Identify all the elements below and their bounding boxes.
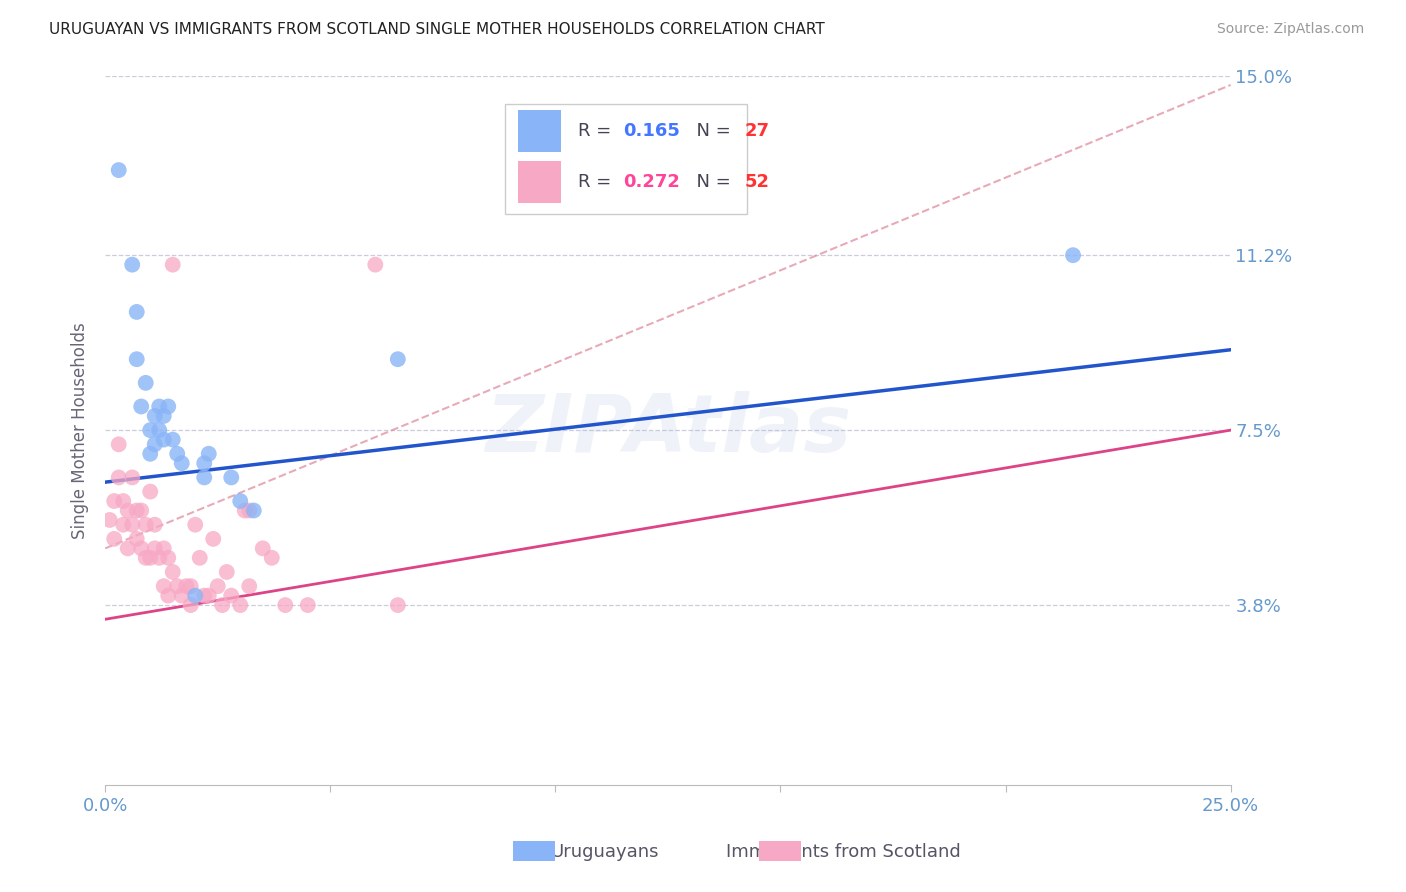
Point bbox=[219, 470, 242, 484]
Point bbox=[197, 589, 219, 603]
Point bbox=[157, 550, 180, 565]
Point bbox=[180, 579, 202, 593]
Point bbox=[129, 400, 152, 414]
Point bbox=[143, 437, 166, 451]
Point bbox=[117, 503, 139, 517]
Point bbox=[197, 447, 219, 461]
Text: N =: N = bbox=[685, 173, 737, 191]
Point bbox=[162, 433, 184, 447]
Point bbox=[184, 517, 207, 532]
Point bbox=[170, 589, 193, 603]
Point bbox=[233, 503, 256, 517]
Point bbox=[215, 565, 238, 579]
Text: 0.165: 0.165 bbox=[623, 122, 679, 140]
Point bbox=[157, 400, 180, 414]
Point bbox=[202, 532, 225, 546]
Point bbox=[139, 423, 162, 437]
Point bbox=[152, 409, 174, 423]
Text: Immigrants from Scotland: Immigrants from Scotland bbox=[727, 843, 960, 861]
FancyBboxPatch shape bbox=[519, 110, 561, 153]
Point bbox=[98, 513, 121, 527]
Point bbox=[157, 589, 180, 603]
Point bbox=[170, 456, 193, 470]
Point bbox=[135, 376, 157, 390]
Point bbox=[188, 550, 211, 565]
Point bbox=[129, 503, 152, 517]
Text: N =: N = bbox=[685, 122, 737, 140]
Point bbox=[184, 589, 207, 603]
Text: R =: R = bbox=[578, 122, 617, 140]
Point bbox=[166, 579, 188, 593]
Text: Source: ZipAtlas.com: Source: ZipAtlas.com bbox=[1216, 22, 1364, 37]
Point bbox=[121, 258, 143, 272]
Point bbox=[238, 579, 260, 593]
Point bbox=[148, 550, 170, 565]
Point bbox=[219, 589, 242, 603]
Point bbox=[121, 517, 143, 532]
Point bbox=[1062, 248, 1084, 262]
Point bbox=[143, 409, 166, 423]
Point bbox=[112, 517, 135, 532]
Point bbox=[125, 532, 148, 546]
Point bbox=[238, 503, 260, 517]
Point bbox=[387, 598, 409, 612]
Point bbox=[193, 589, 215, 603]
Point bbox=[112, 494, 135, 508]
Point bbox=[125, 352, 148, 367]
Text: 52: 52 bbox=[744, 173, 769, 191]
Point bbox=[242, 503, 264, 517]
Point bbox=[143, 517, 166, 532]
Point bbox=[129, 541, 152, 556]
Point bbox=[162, 565, 184, 579]
Point bbox=[193, 470, 215, 484]
Point bbox=[387, 352, 409, 367]
Point bbox=[148, 400, 170, 414]
Point bbox=[117, 541, 139, 556]
Y-axis label: Single Mother Households: Single Mother Households bbox=[72, 322, 89, 539]
Point bbox=[174, 579, 197, 593]
Point bbox=[229, 598, 252, 612]
Point bbox=[139, 447, 162, 461]
Point bbox=[125, 305, 148, 319]
Text: R =: R = bbox=[578, 173, 617, 191]
Text: 0.272: 0.272 bbox=[623, 173, 679, 191]
Point bbox=[166, 447, 188, 461]
Point bbox=[229, 494, 252, 508]
Point bbox=[152, 541, 174, 556]
Point bbox=[207, 579, 229, 593]
Point bbox=[139, 484, 162, 499]
Point bbox=[193, 456, 215, 470]
Point bbox=[125, 503, 148, 517]
Text: 27: 27 bbox=[744, 122, 769, 140]
Text: Uruguayans: Uruguayans bbox=[550, 843, 659, 861]
Point bbox=[103, 532, 125, 546]
Point bbox=[107, 163, 129, 178]
Point bbox=[274, 598, 297, 612]
Point bbox=[252, 541, 274, 556]
Text: ZIPAtlas: ZIPAtlas bbox=[485, 391, 851, 469]
Point bbox=[139, 550, 162, 565]
Point bbox=[260, 550, 283, 565]
Point bbox=[135, 517, 157, 532]
FancyBboxPatch shape bbox=[519, 161, 561, 203]
Point bbox=[135, 550, 157, 565]
Point bbox=[143, 541, 166, 556]
Point bbox=[297, 598, 319, 612]
Point bbox=[107, 437, 129, 451]
Point bbox=[107, 470, 129, 484]
Point bbox=[152, 579, 174, 593]
FancyBboxPatch shape bbox=[505, 103, 747, 214]
Point bbox=[180, 598, 202, 612]
Point bbox=[103, 494, 125, 508]
Text: URUGUAYAN VS IMMIGRANTS FROM SCOTLAND SINGLE MOTHER HOUSEHOLDS CORRELATION CHART: URUGUAYAN VS IMMIGRANTS FROM SCOTLAND SI… bbox=[49, 22, 825, 37]
Point bbox=[152, 433, 174, 447]
Point bbox=[148, 423, 170, 437]
Point bbox=[121, 470, 143, 484]
Point bbox=[211, 598, 233, 612]
Point bbox=[364, 258, 387, 272]
Point bbox=[162, 258, 184, 272]
